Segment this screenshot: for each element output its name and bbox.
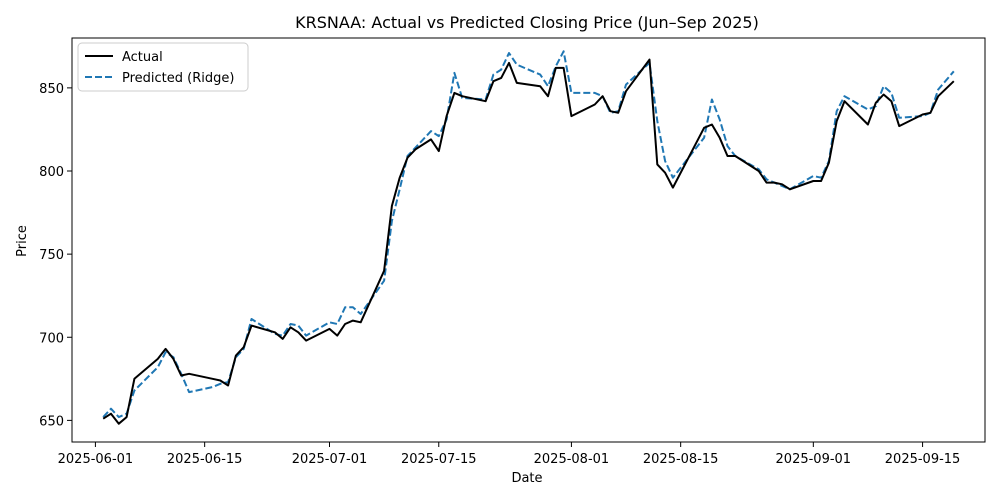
x-axis-label: Date xyxy=(511,471,542,486)
y-tick-label: 800 xyxy=(39,165,64,180)
y-axis-label: Price xyxy=(15,225,30,257)
plot-frame xyxy=(71,37,986,443)
y-tick-label: 750 xyxy=(39,248,64,263)
legend-label-actual: Actual xyxy=(122,50,163,65)
x-axis: 2025-06-01 2025-06-15 2025-07-01 2025-07-15… xyxy=(58,442,961,467)
legend-box xyxy=(77,42,249,92)
x-tick-label: 2025-07-15 xyxy=(401,452,477,467)
x-tick-label: 2025-06-01 xyxy=(58,452,134,467)
legend: Actual Predicted (Ridge) xyxy=(77,42,249,92)
series-line-actual xyxy=(102,58,955,425)
x-tick-label: 2025-08-01 xyxy=(534,452,610,467)
y-tick-label: 700 xyxy=(39,331,64,346)
chart-title: KRSNAA: Actual vs Predicted Closing Pric… xyxy=(295,13,759,32)
x-tick-label: 2025-06-15 xyxy=(167,452,243,467)
x-tick-label: 2025-08-15 xyxy=(643,452,719,467)
y-tick-label: 650 xyxy=(39,414,64,429)
y-axis: 650 700 750 800 850 xyxy=(39,82,72,429)
series-layer xyxy=(102,50,955,425)
x-tick-label: 2025-09-01 xyxy=(776,452,852,467)
legend-label-predicted: Predicted (Ridge) xyxy=(122,71,234,86)
x-tick-label: 2025-07-01 xyxy=(292,452,368,467)
x-tick-label: 2025-09-15 xyxy=(885,452,961,467)
y-tick-label: 850 xyxy=(39,82,64,97)
series-line-predicted xyxy=(102,50,955,419)
